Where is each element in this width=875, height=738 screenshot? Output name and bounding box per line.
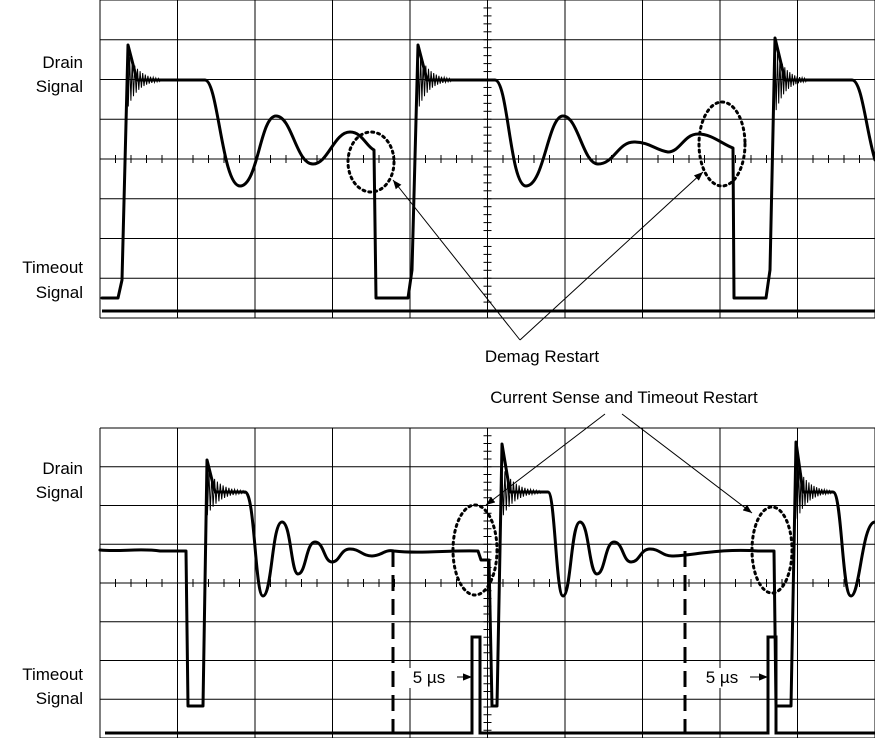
bottom-drain-label-line1: Drain [42, 459, 83, 478]
interval-annotation-2: 5 µs [694, 668, 768, 688]
bottom-timeout-label-line2: Signal [36, 689, 83, 708]
interval-label-1: 5 µs [413, 668, 445, 687]
top-drain-label-line1: Drain [42, 53, 83, 72]
interval-label-2: 5 µs [706, 668, 738, 687]
top-demag-ellipse-2 [697, 100, 747, 188]
top-timeout-label-line2: Signal [36, 283, 83, 302]
bottom-center-ticks [99, 427, 875, 738]
bottom-drain-label-line2: Signal [36, 483, 83, 502]
top-drain-ringing [126, 45, 808, 111]
top-demag-ellipse-1 [346, 130, 396, 194]
bottom-current-sense-ellipse-1 [451, 503, 499, 597]
current-sense-annotation: Current Sense and Timeout Restart [485, 388, 758, 514]
demag-arrow-right [519, 171, 704, 341]
bottom-drain-trace [98, 440, 875, 708]
demag-arrow-left [392, 179, 521, 341]
bottom-timeout-trace [105, 635, 875, 735]
bottom-drain-ringing [205, 461, 833, 519]
top-panel: Drain Signal Timeout Signal [22, 0, 875, 319]
current-sense-restart-label: Current Sense and Timeout Restart [490, 388, 758, 407]
demag-restart-label: Demag Restart [485, 347, 600, 366]
interval-annotation-1: 5 µs [401, 668, 472, 688]
bottom-timeout-label-line1: Timeout [22, 665, 83, 684]
bottom-current-sense-ellipse-2 [750, 505, 794, 595]
ringing-burst [417, 49, 453, 107]
top-drain-label-line2: Signal [36, 77, 83, 96]
top-timeout-label-line1: Timeout [22, 258, 83, 277]
bottom-panel: Drain Signal Timeout Signal 5 µs 5 µs [22, 427, 875, 738]
demag-restart-annotation: Demag Restart [392, 171, 704, 366]
top-drain-trace [100, 36, 875, 300]
current-sense-arrow-right [621, 413, 753, 514]
